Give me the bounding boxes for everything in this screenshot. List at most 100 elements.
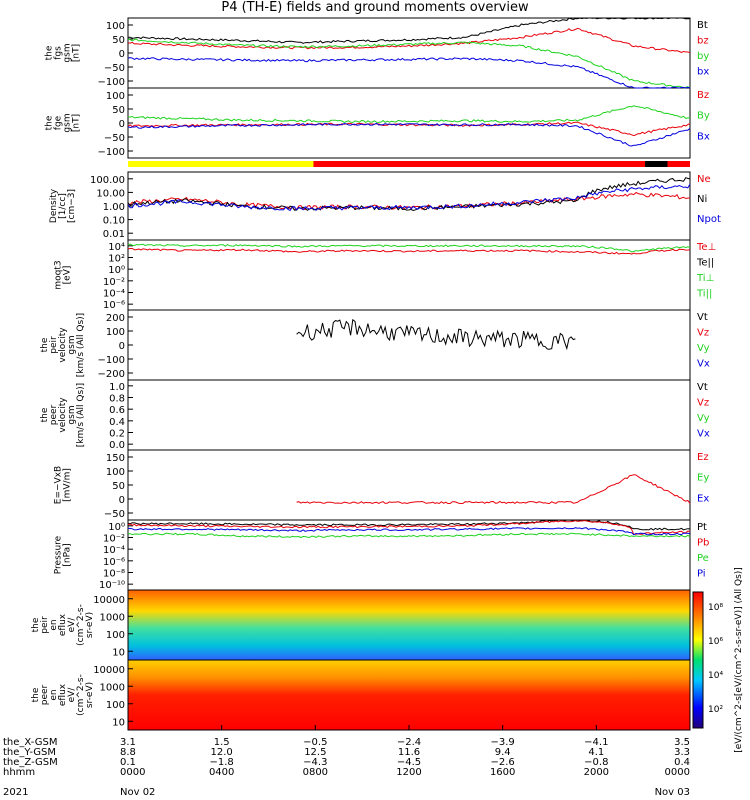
- ytick-label-density: 1.00: [103, 202, 125, 213]
- colorbar: [692, 591, 704, 729]
- xaxis-value: 2000: [584, 767, 609, 778]
- legend-peer_vel-3: Vx: [697, 429, 710, 440]
- ytick-label-density: 100.00: [90, 175, 125, 186]
- ylabel-line: [1/cc]: [58, 193, 68, 219]
- legend-peer_vel-0: Vt: [697, 382, 708, 393]
- xaxis-value: −3.9: [491, 737, 515, 748]
- ylabel-peir_eflux: the peir en eflux eV/(cm^2-s-sr-eV): [31, 604, 95, 646]
- ylabel-line: the: [45, 115, 55, 130]
- ylabel-line: the: [31, 617, 41, 632]
- xaxis-value: 0.1: [120, 757, 136, 768]
- legend-temp-3: Ti||: [696, 289, 712, 300]
- series-fge-Bx: [127, 122, 691, 147]
- xaxis-value: 12.5: [304, 747, 326, 758]
- legend-fge-0: Bz: [697, 90, 709, 101]
- ylabel-line: sr-eV): [85, 682, 95, 708]
- legend-peer_vel-1: Vz: [697, 398, 709, 409]
- legend-density-2: Npot: [697, 214, 721, 225]
- ytick-label-density: 0.01: [103, 229, 125, 240]
- legend-fgs-0: Bt: [697, 20, 708, 31]
- colorbar-tick-label: 10⁸: [708, 603, 723, 613]
- ylabel-line: gsm: [63, 43, 73, 62]
- ytick-label-fge: −50: [104, 133, 125, 144]
- ytick-label-temp: 10²: [108, 254, 125, 265]
- xaxis-value: −4.5: [397, 757, 421, 768]
- ytick-label-fgs: −50: [104, 63, 125, 74]
- legend-pressure-2: Pe: [697, 553, 709, 564]
- legend-peir_vel-0: Vt: [697, 312, 708, 323]
- series-fge-Bz: [127, 121, 691, 137]
- xaxis-value: 1600: [490, 767, 515, 778]
- legend-peir_vel-1: Vz: [697, 328, 709, 339]
- xaxis-value: −1.8: [210, 757, 234, 768]
- ylabel-peer_vel: the peer velocity gsm [km/s (All Qs)]: [40, 383, 86, 447]
- ytick-label-peer_vel: 0.0: [109, 440, 125, 451]
- xaxis-value: 1.5: [214, 737, 230, 748]
- xaxis-row-label: the_X-GSM: [3, 737, 57, 748]
- ylabel-line: [km/s (All Qs)]: [76, 313, 86, 377]
- legend-fge-2: Bx: [697, 131, 710, 142]
- legend-temp-0: Te⊥: [696, 242, 716, 253]
- ytick-label-efield: 150: [106, 453, 125, 464]
- legend-temp-2: Ti⊥: [696, 273, 714, 284]
- ylabel-line: the: [31, 687, 41, 702]
- ytick-label-fge: 0: [119, 119, 125, 130]
- colorbar-tick-label: 10⁶: [708, 637, 723, 647]
- ytick-label-peer_vel: 0.8: [109, 394, 125, 405]
- ylabel-line: peir: [40, 616, 50, 634]
- xaxis-value: 0400: [209, 767, 234, 778]
- ylabel-pressure: Pressure [nPa]: [54, 535, 73, 574]
- ylabel-line: [nPa]: [63, 543, 73, 566]
- legend-density-0: Ne: [697, 174, 711, 185]
- ylabel-line: (cm^2-s-: [76, 604, 86, 646]
- ytick-label-peer_vel: 0.6: [109, 405, 125, 416]
- ytick-label-peer_vel: 0.2: [109, 429, 125, 440]
- time-axis: the_X-GSM 3.1 1.5 −0.5 −2.4 −3.9 −4.1 3.5 the_Y-…: [3, 725, 691, 798]
- ytick-label-peir_eflux: 10000: [93, 595, 125, 606]
- series-density-Ni: [127, 177, 691, 212]
- legend-fgs-1: bz: [697, 36, 709, 47]
- ytick-label-pressure: 10⁰: [108, 522, 125, 533]
- series-fgs-Bt: [127, 17, 691, 44]
- status-bar-segment: [667, 161, 690, 167]
- ylabel-line: en: [49, 619, 59, 630]
- ylabel-line: the: [40, 337, 50, 352]
- ylabel-line: moqt3: [54, 260, 64, 289]
- ytick-label-peir_vel: 100: [106, 327, 125, 338]
- xaxis-end-date: Nov 03: [655, 787, 690, 798]
- ytick-label-fge: 50: [112, 105, 125, 116]
- ylabel-peer_eflux: the peer en eflux eV/(cm^2-s-sr-eV): [31, 674, 95, 716]
- ylabel-line: the: [45, 45, 55, 60]
- ylabel-line: [eV]: [63, 266, 73, 285]
- ylabel-line: peir: [49, 336, 59, 354]
- xaxis-value: 0000: [665, 767, 690, 778]
- ylabel-line: fgs: [54, 46, 64, 60]
- ytick-label-fgs: 100: [106, 21, 125, 32]
- xaxis-value: 0000: [120, 767, 145, 778]
- ylabel-efield: E=−VxB [mV/m]: [54, 466, 73, 504]
- ytick-label-temp: 10⁻⁶: [103, 300, 125, 311]
- xaxis-value: 8.8: [120, 747, 136, 758]
- ylabel-line: (cm^2-s-: [76, 674, 86, 716]
- legend-fgs-2: by: [697, 51, 709, 62]
- ylabel-line: eflux: [58, 613, 68, 636]
- ytick-label-efield: 50: [112, 481, 125, 492]
- legend-fgs-3: bx: [697, 67, 709, 78]
- legend-peer_vel-2: Vy: [697, 413, 710, 424]
- xaxis-value: 9.4: [495, 747, 511, 758]
- ylabel-fge: the fge gsm [nT]: [45, 113, 82, 132]
- series-fgs-by: [127, 38, 691, 89]
- series-fge-By: [127, 105, 691, 124]
- ytick-label-pressure: 10⁻⁸: [103, 569, 125, 580]
- ylabel-line: [mV/m]: [63, 468, 73, 502]
- status-bar-segment: [313, 161, 646, 167]
- xaxis-value: 3.3: [674, 747, 690, 758]
- ytick-label-temp: 10⁴: [108, 242, 125, 253]
- ytick-label-fge: −100: [98, 147, 125, 158]
- ylabel-line: Pressure: [54, 535, 64, 574]
- colorbar-tick-label: 10⁴: [708, 671, 723, 681]
- legend-pressure-3: Pi: [697, 569, 706, 580]
- panel-frame-efield: [127, 449, 691, 521]
- ytick-label-peer_eflux: 1000: [100, 682, 125, 693]
- ytick-label-fgs: 0: [119, 49, 125, 60]
